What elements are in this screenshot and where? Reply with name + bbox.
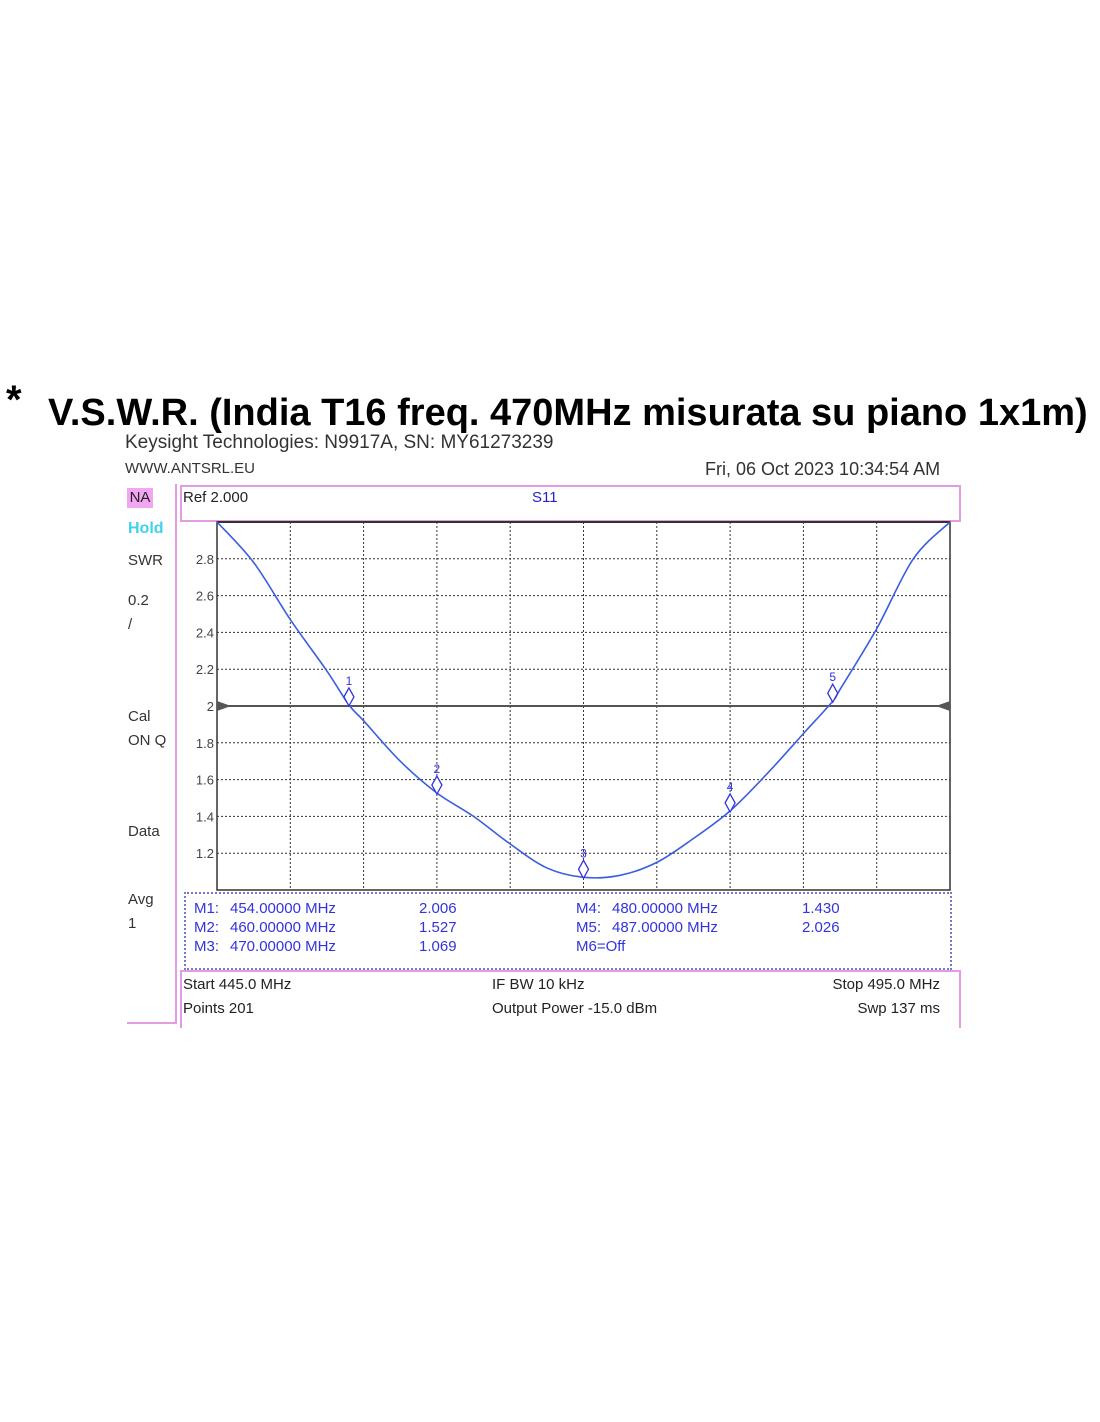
marker-6-state: M6=Off (576, 938, 626, 955)
avg-value: 1 (128, 915, 137, 932)
website-label: WWW.ANTSRL.EU (125, 460, 255, 477)
marker-3-freq: 470.00000 MHz (230, 938, 336, 955)
marker-5-label: M5: (576, 919, 602, 936)
cal-state: ON Q (128, 732, 167, 749)
marker-diamond (343, 686, 355, 708)
marker-5: 5 (826, 670, 839, 704)
marker-4-label: M4: (576, 900, 602, 917)
reference-arrow-right (936, 701, 950, 711)
parameter-label: S11 (532, 489, 558, 506)
marker-5-value: 2.026 (802, 919, 840, 936)
sidebar-frame (127, 484, 177, 1024)
marker-2: 2 (431, 762, 443, 796)
marker-number: 5 (829, 670, 836, 684)
y-tick-label: 2.8 (196, 552, 214, 567)
y-tick-label: 1.4 (196, 809, 214, 824)
marker-number: 2 (434, 762, 441, 776)
marker-1-value: 2.006 (419, 900, 457, 917)
y-tick-label: 2 (207, 699, 214, 714)
footer-frame (180, 970, 961, 1028)
mode-badge: NA (127, 488, 153, 508)
avg-label: Avg (128, 891, 154, 908)
reference-level-label: Ref 2.000 (183, 489, 249, 506)
marker-3-value: 1.069 (419, 938, 457, 955)
marker-1-label: M1: (194, 900, 220, 917)
marker-4-freq: 480.00000 MHz (612, 900, 718, 917)
marker-table-frame (184, 892, 952, 970)
marker-layer: 1 2 3 4 5 (343, 670, 839, 880)
points-count: Points 201 (183, 1000, 254, 1017)
y-tick-label: 1.6 (196, 773, 214, 788)
cal-label: Cal (128, 708, 151, 725)
y-tick-label: 2.2 (196, 662, 214, 677)
marker-number: 1 (346, 674, 353, 688)
bullet-asterisk: * (6, 378, 22, 422)
marker-4-value: 1.430 (802, 900, 840, 917)
y-tick-label: 1.2 (196, 846, 214, 861)
marker-diamond (577, 858, 590, 880)
reference-arrow-left (217, 701, 231, 711)
if-bandwidth: IF BW 10 kHz (492, 976, 585, 993)
format-label: SWR (128, 552, 163, 569)
page-title-text: V.S.W.R. (India T16 freq. 470MHz misurat… (48, 392, 1088, 434)
marker-1: 1 (343, 674, 355, 708)
marker-2-freq: 460.00000 MHz (230, 919, 336, 936)
marker-5-freq: 487.00000 MHz (612, 919, 718, 936)
stop-frequency: Stop 495.0 MHz (832, 976, 940, 993)
marker-2-label: M2: (194, 919, 220, 936)
marker-number: 3 (580, 846, 587, 860)
marker-1-freq: 454.00000 MHz (230, 900, 336, 917)
output-power: Output Power -15.0 dBm (492, 1000, 658, 1017)
marker-diamond (826, 682, 839, 704)
marker-2-value: 1.527 (419, 919, 457, 936)
hold-indicator: Hold (128, 520, 164, 537)
y-tick-label: 2.6 (196, 589, 214, 604)
instrument-label: Keysight Technologies: N9917A, SN: MY612… (125, 432, 554, 453)
marker-number: 4 (727, 780, 734, 794)
marker-diamond (724, 792, 736, 814)
y-tick-labels: 2.8 2.6 2.4 2.2 2 1.8 1.6 1.4 1.2 (196, 552, 214, 861)
start-frequency: Start 445.0 MHz (183, 976, 292, 993)
marker-3-label: M3: (194, 938, 220, 955)
marker-3: 3 (577, 846, 590, 880)
datetime-label: Fri, 06 Oct 2023 10:34:54 AM (705, 459, 941, 479)
data-label: Data (128, 823, 160, 840)
marker-diamond (431, 774, 443, 796)
y-tick-label: 1.8 (196, 736, 214, 751)
scale-unit: / (128, 616, 133, 633)
sweep-time: Swp 137 ms (857, 1000, 940, 1017)
scale-value: 0.2 (128, 592, 149, 609)
grid-layer (216, 521, 951, 891)
y-tick-label: 2.4 (196, 625, 214, 640)
marker-4: 4 (724, 780, 736, 814)
